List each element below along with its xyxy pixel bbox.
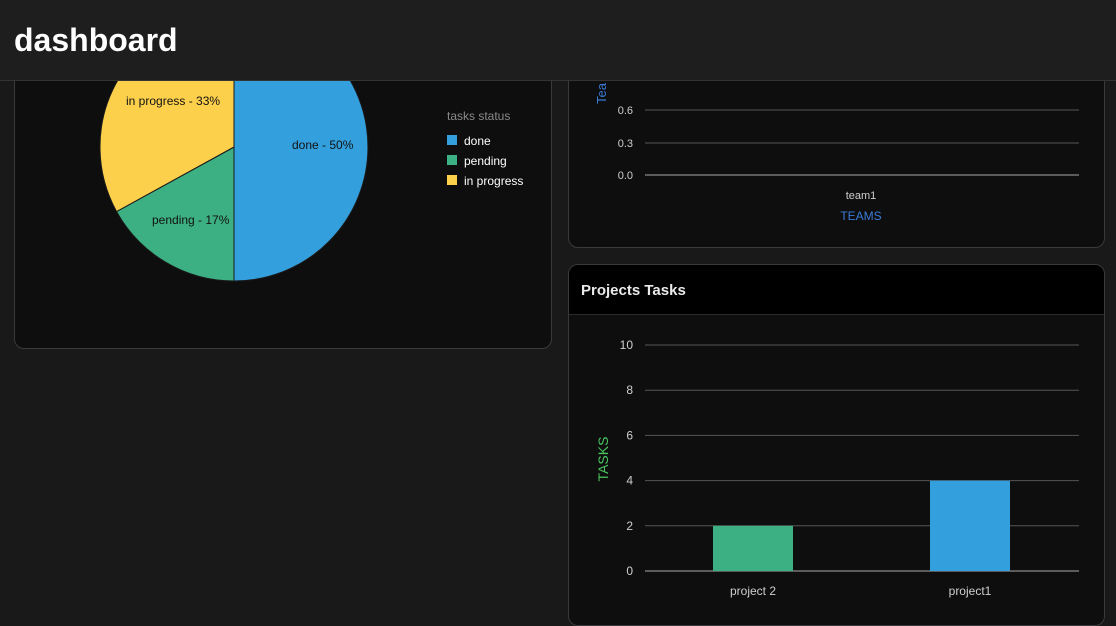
legend-swatch-pending — [447, 155, 457, 165]
legend-label-in-progress: in progress — [464, 174, 523, 188]
legend-label-done: done — [464, 134, 491, 148]
teams-y-tick: 0.3 — [618, 138, 633, 150]
projects-bars — [713, 480, 1010, 571]
teams-y-tick: 0.6 — [618, 105, 633, 117]
projects-y-tick: 6 — [626, 428, 633, 442]
projects-y-tick: 0 — [626, 564, 633, 578]
projects-y-tick: 4 — [626, 474, 633, 488]
teams-x-tick: team1 — [846, 190, 877, 202]
projects-bar-chart: 0 2 4 6 8 10 TASKS project 2 project1 — [595, 338, 1079, 598]
task-status-card: done - 50% pending - 17% in progress - 3… — [14, 40, 552, 349]
projects-card-header: Projects Tasks — [569, 265, 1104, 315]
slice-label-pending: pending - 17% — [152, 213, 230, 227]
legend-item-pending[interactable]: pending — [447, 154, 507, 168]
legend-label-pending: pending — [464, 154, 507, 168]
task-status-pie-chart: done - 50% pending - 17% in progress - 3… — [99, 41, 523, 282]
slice-label-in-progress: in progress - 33% — [126, 94, 220, 108]
projects-x-tick: project1 — [949, 584, 992, 598]
legend-swatch-in-progress — [447, 175, 457, 185]
pie-slice-pending[interactable] — [115, 146, 235, 282]
legend-item-done[interactable]: done — [447, 134, 491, 148]
pie-slice-done[interactable] — [233, 41, 369, 282]
projects-y-tick: 8 — [626, 383, 633, 397]
teams-y-axis-label: Tea — [594, 82, 609, 104]
teams-y-tick: 0.0 — [618, 170, 633, 182]
bar-project-2[interactable] — [713, 525, 793, 571]
teams-x-axis-label: TEAMS — [840, 209, 881, 223]
projects-grid: 0 2 4 6 8 10 — [620, 338, 1079, 578]
teams-bar-chart: Tea 0.6 0.3 0.0 team1 TEAMS — [594, 82, 1079, 223]
pie-slices — [99, 41, 369, 282]
top-header: dashboard — [0, 0, 1116, 81]
bar-project1[interactable] — [930, 480, 1010, 571]
legend-title: tasks status — [447, 109, 510, 123]
legend-item-in-progress[interactable]: in progress — [447, 174, 523, 188]
projects-y-tick: 10 — [620, 338, 634, 352]
projects-y-tick: 2 — [626, 519, 633, 533]
projects-y-axis-label: TASKS — [595, 437, 611, 482]
projects-card-title: Projects Tasks — [581, 282, 686, 299]
projects-x-tick: project 2 — [730, 584, 776, 598]
legend-swatch-done — [447, 135, 457, 145]
slice-label-done: done - 50% — [292, 138, 354, 152]
page-title: dashboard — [14, 22, 178, 58]
projects-tasks-card: Projects Tasks 0 2 4 6 8 10 TASKS project 2 p… — [568, 264, 1105, 626]
